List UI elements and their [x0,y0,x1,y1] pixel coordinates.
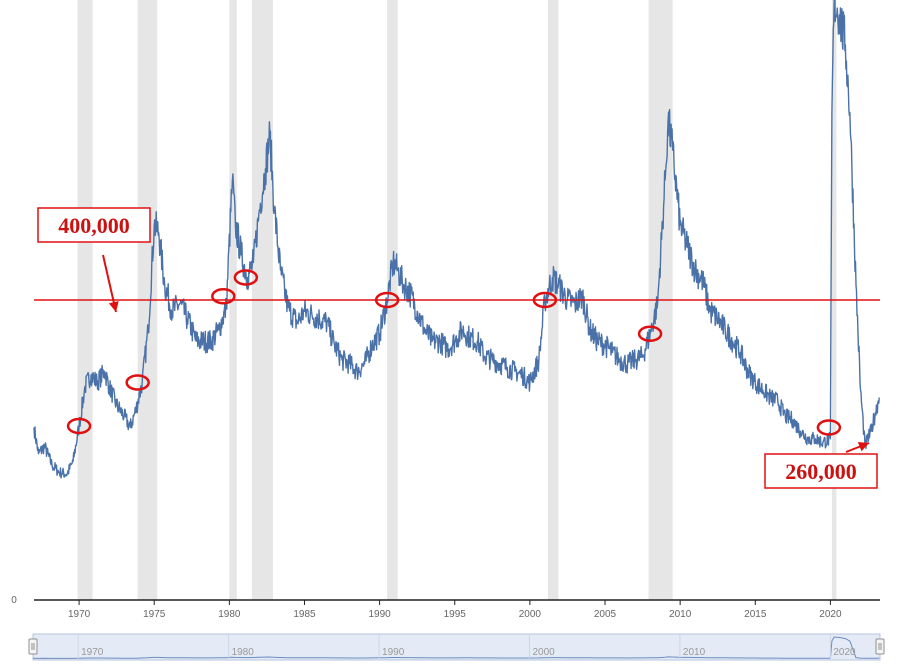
circled-point-2 [211,288,236,305]
x-tick-label: 1975 [143,609,166,620]
x-tick-label: 1980 [218,609,241,620]
navigator-label: 1970 [81,647,104,658]
x-axis: 1970 1975 1980 1985 1990 1995 2000 2005 2010 2015… [11,595,880,620]
x-tick-label: 1995 [444,609,467,620]
claims-line [33,0,880,479]
range-navigator[interactable]: 1970 1980 1990 2000 2010 2020 [28,633,885,661]
navigator-label: 2010 [683,647,706,658]
x-tick-label: 2005 [594,609,617,620]
arrow-260000-head [857,442,869,452]
x-tick-label: 1970 [68,609,91,620]
navigator-label: 2020 [833,647,856,658]
navigator-label: 2000 [532,647,555,658]
callout-400000-box [37,207,151,243]
navigator-track[interactable] [32,633,881,661]
x-tick-label: 2020 [819,609,842,620]
x-tick-label: 1990 [368,609,391,620]
x-tick-label: 2015 [744,609,767,620]
x-tick-label: 2000 [519,609,542,620]
callout-260000-box [764,453,878,489]
navigator-handle-right[interactable] [875,638,885,655]
navigator-label: 1990 [382,647,405,658]
y-tick-label: 0 [11,595,17,606]
arrow-400000-head [108,301,119,312]
navigator-label: 1980 [232,647,255,658]
circled-point-1 [125,374,150,391]
x-tick-label: 1985 [293,609,316,620]
callout-260000-label: 260,000 [785,459,857,484]
navigator-handle-left[interactable] [28,638,38,655]
circled-point-7 [816,419,842,436]
x-tick-label: 2010 [669,609,692,620]
circled-point-5 [532,291,558,309]
callout-400000-label: 400,000 [58,213,130,238]
annotations: 400,000 260,000 [34,207,880,489]
circled-point-0 [66,417,92,435]
claims-series [33,0,880,479]
navigator-series [32,636,880,659]
circled-point-3 [233,269,259,286]
circled-point-4 [374,291,400,309]
circled-point-6 [637,325,663,342]
